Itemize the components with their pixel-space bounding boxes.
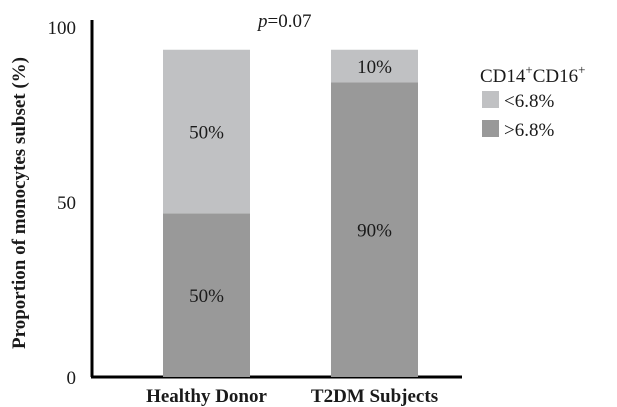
- bar-t2dm-subjects-seg-0: [331, 82, 418, 377]
- category-label-1: T2DM Subjects: [311, 386, 438, 407]
- data-label-1-1: 10%: [357, 57, 392, 78]
- y-tick-labels: 0 50 100: [48, 18, 77, 389]
- data-labels: 50% 50% 90% 10%: [189, 57, 392, 307]
- y-axis-label: Proportion of monocytes subset (%): [9, 57, 30, 349]
- legend-swatch-0: [482, 91, 499, 108]
- y-tick-label-50: 50: [57, 193, 76, 214]
- legend-label-0: <6.8%: [504, 91, 554, 112]
- y-tick-label-100: 100: [48, 18, 77, 39]
- category-labels: Healthy Donor T2DM Subjects: [146, 386, 438, 407]
- bars: [163, 49, 418, 377]
- bar-t2dm-subjects-seg-1: [331, 49, 418, 83]
- y-tick-label-0: 0: [67, 368, 77, 389]
- bar-healthy-donor-seg-1: [163, 49, 250, 214]
- data-label-0-1: 50%: [189, 123, 224, 144]
- bar-healthy-donor-seg-0: [163, 213, 250, 377]
- legend-label-1: >6.8%: [504, 120, 554, 141]
- legend-title: CD14+CD16+: [480, 62, 586, 87]
- data-label-1-0: 90%: [357, 221, 392, 242]
- legend-swatch-1: [482, 120, 499, 137]
- category-label-0: Healthy Donor: [146, 386, 267, 407]
- legend: CD14+CD16+ <6.8% >6.8%: [480, 62, 586, 141]
- p-value-annotation: p=0.07: [256, 11, 311, 32]
- data-label-0-0: 50%: [189, 286, 224, 307]
